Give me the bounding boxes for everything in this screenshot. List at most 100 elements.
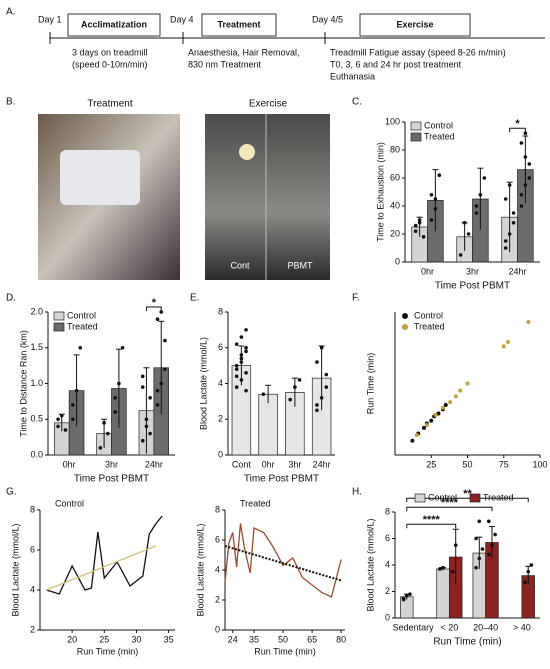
data-point [511, 211, 516, 215]
y-tick-label: 4 [218, 378, 223, 388]
y-tick-label: 0 [218, 449, 223, 459]
note: T0, 3, 6 and 24 hr post treatment [330, 59, 462, 69]
y-tick-label: 1.5 [30, 342, 43, 352]
x-tick-label: 50 [278, 634, 288, 644]
data-point [56, 424, 60, 429]
y-tick-label: 8 [30, 504, 35, 514]
panel-letter: F. [352, 293, 360, 304]
data-point [102, 421, 106, 425]
data-point [433, 197, 438, 201]
x-tick-label: 24hr [145, 459, 163, 469]
scatter-point [458, 388, 463, 393]
data-point [413, 223, 418, 228]
note: Anaesthesia, Hair Removal, [188, 47, 300, 57]
data-point [71, 403, 75, 407]
note: 3 days on treadmill [72, 47, 148, 57]
scatter-point [433, 412, 438, 417]
significance-label: **** [441, 497, 459, 509]
y-tick-label: 2.0 [30, 306, 43, 316]
data-point [244, 388, 248, 393]
y-tick-label: 20 [390, 228, 400, 238]
x-tick-label: 30 [131, 634, 141, 644]
legend-label: Control [424, 120, 453, 130]
y-tick-label: 0.0 [30, 449, 43, 459]
data-point [155, 403, 160, 407]
legend-swatch [469, 493, 481, 503]
light [239, 144, 255, 160]
x-tick-label: 0hr [63, 459, 76, 469]
data-point [478, 193, 483, 197]
data-point [466, 232, 471, 236]
data-point [453, 543, 458, 547]
x-axis-label: Time Post PBMT [244, 474, 319, 485]
x-tick-label: 65 [307, 634, 317, 644]
data-point [71, 417, 75, 422]
photo-title: Treatment [87, 99, 132, 110]
x-tick-label: 3hr [466, 266, 479, 276]
data-point [519, 141, 524, 145]
x-tick-label: 80 [336, 634, 346, 644]
data-line [224, 523, 342, 598]
data-point [511, 221, 516, 225]
scatter-point [443, 402, 448, 407]
data-point [408, 592, 412, 596]
data-point [437, 173, 442, 177]
data-point [239, 335, 244, 339]
x-axis-label: Time Post PBMT [435, 281, 510, 292]
device [60, 150, 140, 205]
data-point [155, 317, 160, 321]
x-tick-label: 24 [228, 634, 238, 644]
x-tick-label: 20 [67, 634, 77, 644]
y-tick-label: 100 [385, 116, 400, 126]
data-point [421, 235, 426, 239]
y-tick-label: 8 [385, 506, 390, 516]
significance-label: **** [423, 514, 441, 526]
data-point [105, 431, 110, 436]
data-point [140, 438, 145, 443]
data-point [144, 424, 149, 429]
phase-label: Treatment [217, 19, 260, 29]
x-tick-label: 24hr [313, 459, 331, 469]
y-tick-label: 1.0 [30, 378, 43, 388]
data-point [319, 396, 324, 400]
significance-bracket [509, 127, 526, 133]
data-point [474, 536, 478, 541]
x-tick-label: 35 [249, 634, 259, 644]
data-point [523, 183, 528, 187]
data-point [429, 218, 434, 222]
data-point [234, 385, 239, 389]
data-point [315, 360, 319, 364]
y-tick-label: 6 [385, 533, 390, 543]
trend-line [46, 545, 156, 591]
photo-label: Cont [230, 260, 250, 270]
y-tick-label: 80 [390, 144, 400, 154]
data-point [148, 396, 152, 400]
significance-label: * [152, 297, 157, 309]
legend-swatch [402, 324, 408, 330]
y-tick-label: 0.5 [30, 414, 43, 424]
data-point [462, 221, 467, 225]
data-point [433, 207, 438, 211]
y-tick-label: 2 [385, 586, 390, 596]
data-point [413, 229, 418, 233]
data-point [140, 385, 145, 389]
x-tick-label: < 20 [440, 622, 458, 632]
data-point [159, 310, 164, 314]
x-tick-label: 3hr [288, 459, 301, 469]
y-axis-label: Time to Exhaustion (min) [375, 142, 385, 242]
data-point [474, 204, 479, 208]
x-tick-label: 3hr [105, 459, 118, 469]
panel-letter: A. [6, 7, 15, 18]
data-point [59, 413, 64, 418]
data-point [401, 596, 406, 600]
x-tick-label: 25 [426, 459, 436, 469]
note: Euthanasia [330, 71, 375, 81]
data-point [315, 403, 319, 407]
data-point [155, 388, 160, 393]
y-tick-label: 0 [395, 256, 400, 266]
y-tick-label: 60 [390, 172, 400, 182]
legend-label: Control [414, 310, 443, 320]
legend-label: Treated [67, 321, 98, 331]
data-point [503, 197, 508, 201]
